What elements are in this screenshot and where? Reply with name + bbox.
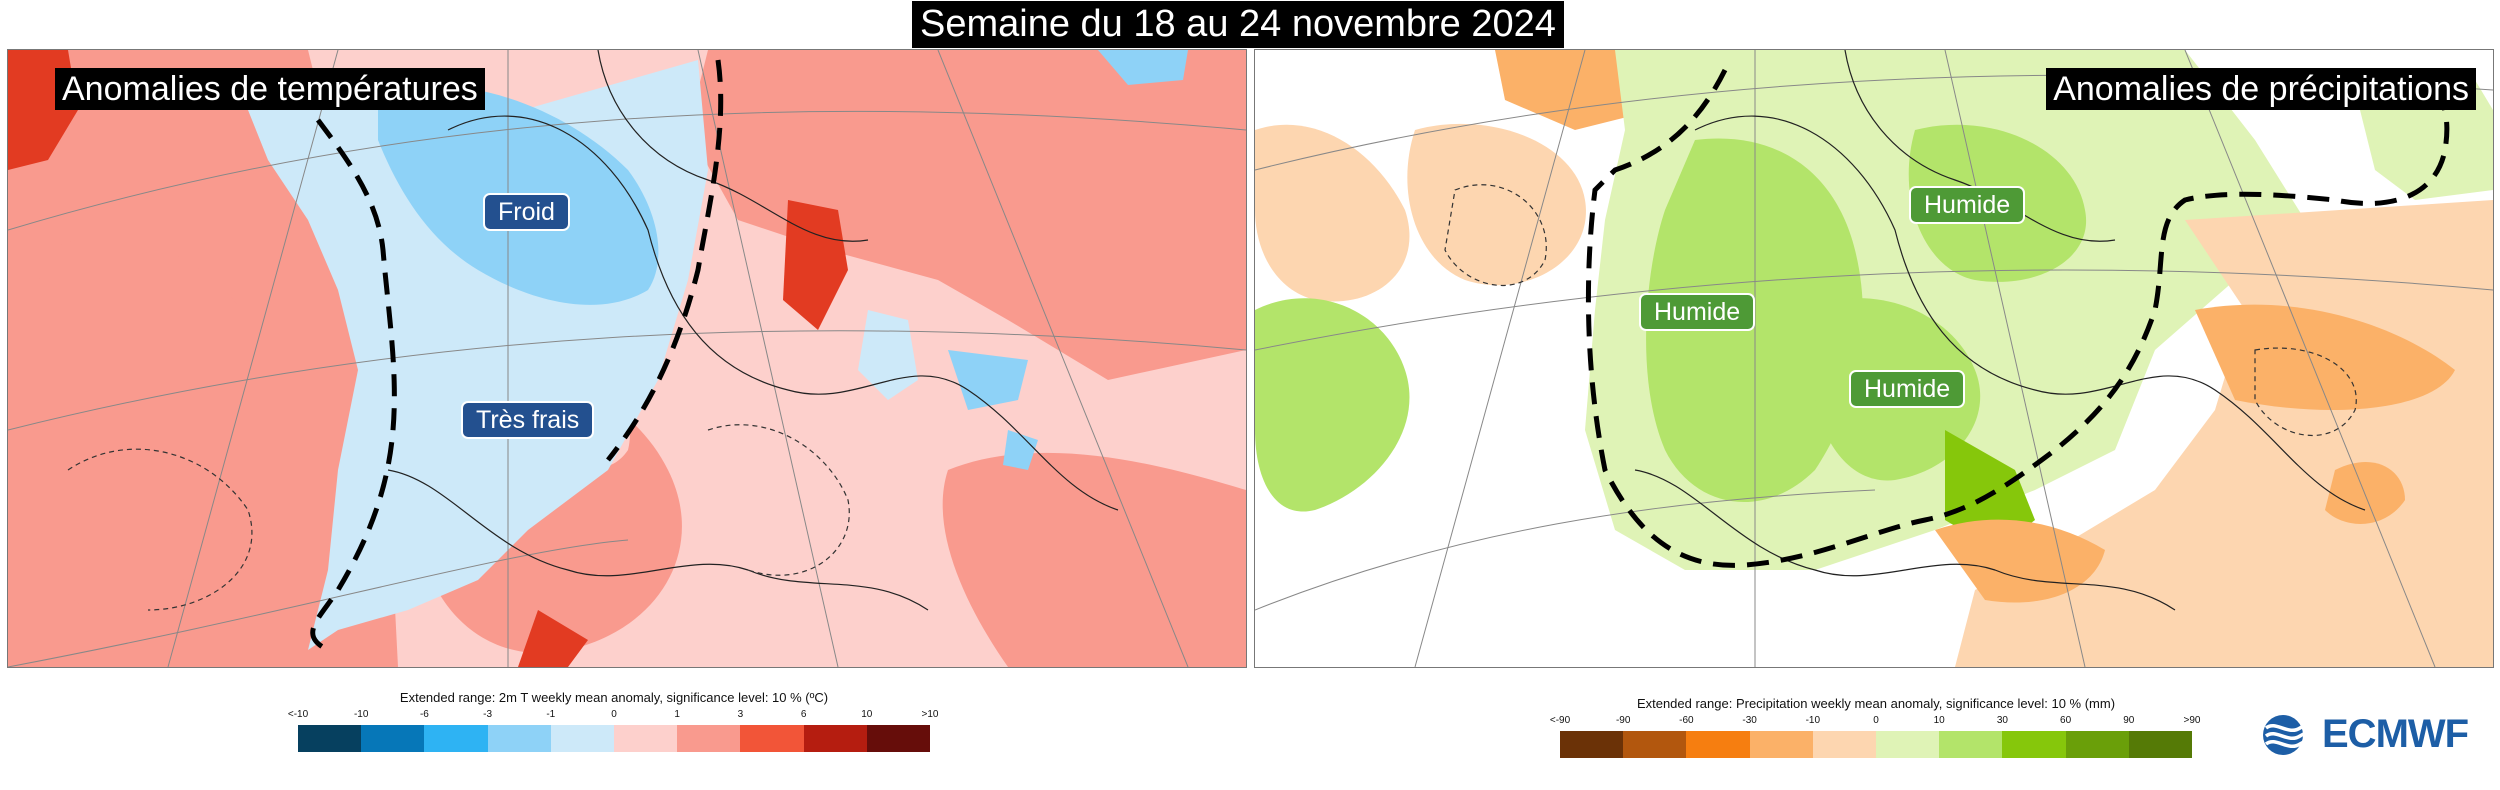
color-swatch	[2128, 731, 2193, 758]
color-swatch	[487, 725, 551, 752]
legend-tick: 10	[861, 709, 873, 720]
legend-tick: -1	[546, 709, 556, 720]
legend-tick: 0	[611, 709, 617, 720]
legend-tick: 6	[800, 709, 807, 720]
color-swatch	[424, 725, 488, 752]
temperature-map-title: Anomalies de températures	[55, 68, 485, 110]
legend-tick: 1	[674, 709, 680, 720]
ecmwf-emblem-icon	[2263, 714, 2318, 755]
legend-tick: <-10	[287, 709, 309, 720]
temperature-anomaly-map: Anomalies de températures Froid Très fra…	[7, 49, 1247, 668]
wet-anomaly-label-west: Humide	[1639, 293, 1756, 331]
color-swatch	[2002, 731, 2066, 758]
wet-anomaly-label-central: Humide	[1849, 370, 1966, 408]
color-swatch	[1560, 731, 1624, 758]
ecmwf-logo: ECMWF	[2262, 712, 2469, 757]
wet-anomaly-label-north: Humide	[1909, 186, 2026, 224]
legend-tick: >90	[2183, 715, 2201, 726]
legend-tick: -30	[1742, 715, 1757, 726]
ecmwf-logo-text: ECMWF	[2322, 712, 2469, 756]
legend-tick: 3	[737, 709, 744, 720]
color-swatch	[361, 725, 425, 752]
color-swatch	[803, 725, 867, 752]
color-swatch	[740, 725, 804, 752]
legend-tick: 0	[1873, 715, 1879, 726]
color-swatch	[2065, 731, 2129, 758]
very-cool-anomaly-label: Très frais	[461, 401, 595, 439]
color-swatch	[1876, 731, 1940, 758]
color-swatch	[1939, 731, 2003, 758]
legend-tick: -90	[1615, 715, 1631, 726]
temperature-color-scale	[298, 725, 931, 752]
temperature-legend-caption: Extended range: 2m T weekly mean anomaly…	[399, 690, 829, 705]
color-swatch	[866, 725, 931, 752]
legend-tick: -3	[483, 709, 493, 720]
legend-tick: >10	[921, 709, 939, 720]
legend-tick: -60	[1679, 715, 1694, 726]
color-swatch	[614, 725, 678, 752]
legend-tick: <-90	[1549, 715, 1571, 726]
precipitation-color-scale	[1560, 731, 2193, 758]
legend-tick: 30	[1996, 715, 2008, 726]
precipitation-map-title: Anomalies de précipitations	[2046, 68, 2476, 110]
page-title: Semaine du 18 au 24 novembre 2024	[912, 1, 1564, 48]
temperature-map-graphic	[8, 50, 1246, 667]
precipitation-anomaly-map: Anomalies de précipitations Humide Humid…	[1254, 49, 2494, 668]
legend-tick: -10	[1805, 715, 1821, 726]
color-swatch	[298, 725, 362, 752]
cold-anomaly-label: Froid	[483, 193, 570, 231]
color-swatch	[677, 725, 741, 752]
color-swatch	[1623, 731, 1687, 758]
precipitation-map-graphic	[1255, 50, 2493, 667]
color-swatch	[1749, 731, 1813, 758]
color-swatch	[1686, 731, 1750, 758]
legend-tick: 90	[2123, 715, 2135, 726]
legend-tick: 60	[2060, 715, 2072, 726]
precipitation-legend: Extended range: Precipitation weekly mea…	[1550, 696, 2200, 758]
precipitation-legend-caption: Extended range: Precipitation weekly mea…	[1636, 696, 2116, 711]
color-swatch	[550, 725, 615, 752]
color-swatch	[1812, 731, 1877, 758]
temperature-legend: Extended range: 2m T weekly mean anomaly…	[288, 690, 938, 752]
legend-tick: -6	[419, 709, 429, 720]
legend-tick: 10	[1933, 715, 1945, 726]
legend-tick: -10	[353, 709, 369, 720]
